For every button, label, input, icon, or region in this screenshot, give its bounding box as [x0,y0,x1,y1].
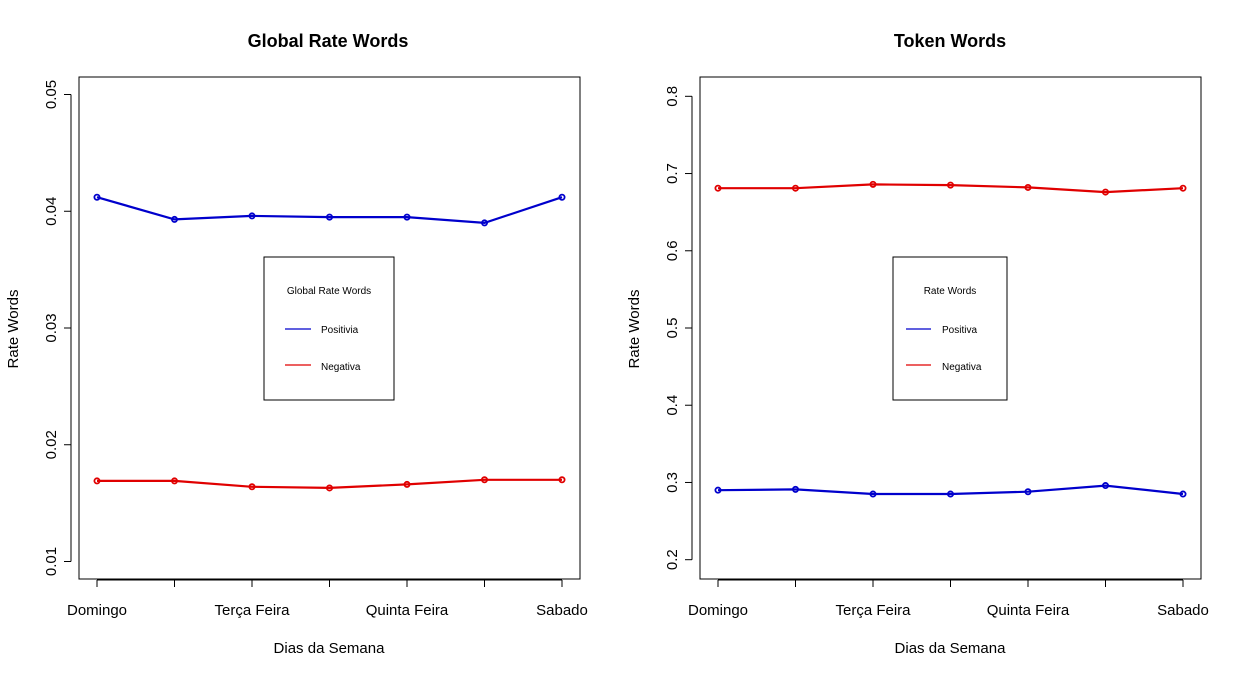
x-tick-label: Domingo [67,602,127,619]
data-point [792,184,800,192]
series-line [96,196,563,225]
y-tick-label: 0.4 [664,395,681,416]
data-point [248,483,256,491]
y-axis: 0.01 0.02 0.03 0.04 0.05 [43,80,72,576]
y-axis-label: Rate Words [626,290,643,369]
data-point [714,486,722,494]
legend-label-positive: Positiva [942,325,977,336]
data-point [714,184,722,192]
data-point [1179,184,1187,192]
series-line [718,183,1184,194]
plot-frame [699,76,1202,580]
x-axis: Domingo Terça Feira Quinta Feira Sabado [688,579,1209,619]
series-line [717,484,1184,496]
chart-title: Global Rate Words [248,31,409,51]
series-layer [93,193,566,492]
y-axis: 0.2 0.3 0.4 0.5 0.6 0.7 0.8 [664,86,693,570]
y-tick-label: 0.6 [664,240,681,261]
y-axis-label: Rate Words [5,290,22,369]
x-tick-label: Domingo [688,602,748,619]
x-tick-label: Quinta Feira [987,602,1070,619]
y-tick-label: 0.02 [43,430,60,459]
y-tick-label: 0.01 [43,547,60,576]
data-point [1179,490,1187,498]
x-axis-label: Dias da Semana [274,640,386,657]
data-point [93,477,101,485]
data-point [947,490,955,498]
x-axis-label: Dias da Semana [895,640,1007,657]
x-tick-label: Terça Feira [214,602,290,619]
legend-label-negative: Negativa [321,362,361,373]
data-point [1024,183,1032,191]
data-point [792,485,800,493]
series-line [97,478,562,490]
x-tick-label: Sabado [1157,602,1209,619]
chart-token-words: Token Words 0.2 0.3 0.4 0.5 0.6 0.7 0.8 Doming… [626,31,1209,657]
y-tick-label: 0.03 [43,313,60,342]
legend-title: Global Rate Words [287,286,371,297]
legend-title: Rate Words [924,286,977,297]
data-point [1102,482,1110,490]
y-tick-label: 0.04 [43,197,60,226]
data-point [93,193,101,201]
data-point [480,219,488,227]
data-point [947,181,955,189]
data-point [558,476,566,484]
data-point [480,476,488,484]
y-tick-label: 0.05 [43,80,60,109]
data-point [248,212,256,220]
data-point [1024,488,1032,496]
data-point [869,490,877,498]
legend-label-positive: Positivia [321,325,359,336]
data-point [1102,188,1110,196]
data-point [325,484,333,492]
y-tick-label: 0.7 [664,163,681,184]
y-tick-label: 0.8 [664,86,681,107]
legend-label-negative: Negativa [942,362,982,373]
data-point [325,213,333,221]
data-point [869,180,877,188]
data-point [558,193,566,201]
data-point [170,477,178,485]
y-tick-label: 0.2 [664,549,681,570]
data-point [170,215,178,223]
data-point [403,213,411,221]
plot-frame [78,76,581,580]
legend: Global Rate Words Positivia Negativa [263,256,395,401]
x-tick-label: Sabado [536,602,588,619]
y-tick-label: 0.5 [664,318,681,339]
x-tick-label: Terça Feira [835,602,911,619]
x-axis: Domingo Terça Feira Quinta Feira Sabado [67,579,588,619]
y-tick-label: 0.3 [664,472,681,493]
x-tick-label: Quinta Feira [366,602,449,619]
data-point [403,480,411,488]
series-layer [714,180,1187,498]
legend: Rate Words Positiva Negativa [892,256,1008,401]
chart-title: Token Words [894,31,1006,51]
chart-global-rate-words: Global Rate Words 0.01 0.02 0.03 0.04 0.05 D… [5,31,588,657]
